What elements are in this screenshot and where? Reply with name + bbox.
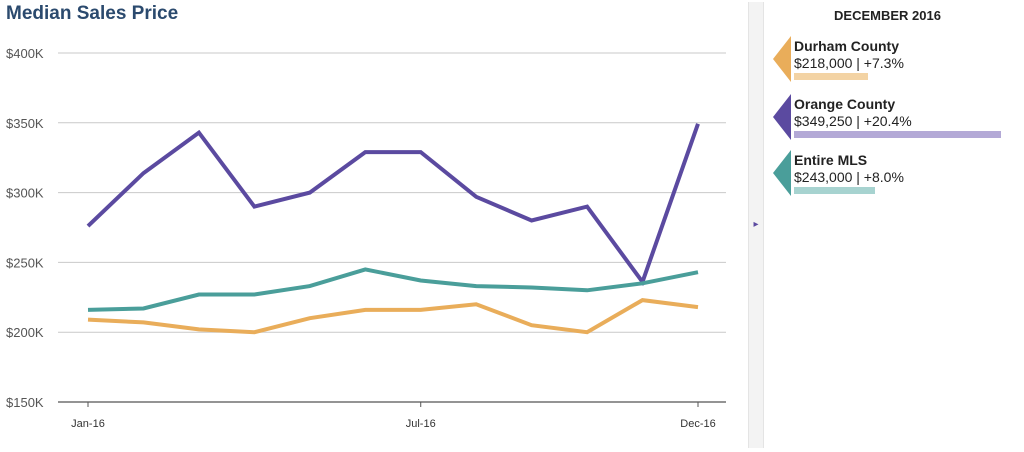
- x-tick-label: Jul-16: [406, 418, 436, 430]
- change-bar: [794, 131, 1001, 138]
- legend-item-orange[interactable]: Orange County $349,250 | +20.4%: [773, 94, 1013, 144]
- y-tick-label: $200K: [6, 325, 44, 340]
- chart-title: Median Sales Price: [6, 3, 179, 24]
- x-axis: Jan-16 Jul-16 Dec-16: [71, 402, 716, 430]
- grid-lines: [58, 52, 726, 403]
- x-tick-label: Dec-16: [680, 418, 715, 430]
- legend-item-name: Orange County: [794, 96, 896, 112]
- panel-heading: DECEMBER 2016: [834, 8, 941, 23]
- legend-item-name: Durham County: [794, 38, 899, 54]
- legend-item-durham[interactable]: Durham County $218,000 | +7.3%: [773, 36, 1013, 86]
- legend-item-name: Entire MLS: [794, 152, 868, 168]
- legend-item-value: $218,000 | +7.3%: [794, 55, 904, 71]
- x-tick-label: Jan-16: [71, 418, 105, 430]
- y-tick-label: $400K: [6, 46, 44, 61]
- panel-divider: [748, 2, 764, 448]
- change-bar: [794, 73, 868, 80]
- y-tick-label: $250K: [6, 255, 44, 270]
- series-lines: [86, 123, 700, 335]
- y-axis: $150K $200K $250K $300K $350K $400K: [6, 46, 44, 410]
- legend-item-mls[interactable]: Entire MLS $243,000 | +8.0%: [773, 150, 1013, 200]
- series-line-durham-county: [87, 298, 699, 335]
- collapse-panel-icon[interactable]: ▸: [753, 219, 759, 230]
- series-line-entire-mls: [87, 267, 699, 312]
- y-tick-label: $300K: [6, 186, 44, 201]
- series-line-orange-county: [86, 123, 700, 287]
- arrow-marker-icon: [773, 150, 791, 196]
- arrow-marker-icon: [773, 94, 791, 140]
- change-bar: [794, 187, 875, 194]
- y-tick-label: $150K: [6, 395, 44, 410]
- line-chart: $150K $200K $250K $300K $350K $400K Jan-16 Jul…: [6, 46, 726, 430]
- legend-item-value: $349,250 | +20.4%: [794, 113, 912, 129]
- y-tick-label: $350K: [6, 116, 44, 131]
- arrow-marker-icon: [773, 36, 791, 82]
- legend-item-value: $243,000 | +8.0%: [794, 169, 904, 185]
